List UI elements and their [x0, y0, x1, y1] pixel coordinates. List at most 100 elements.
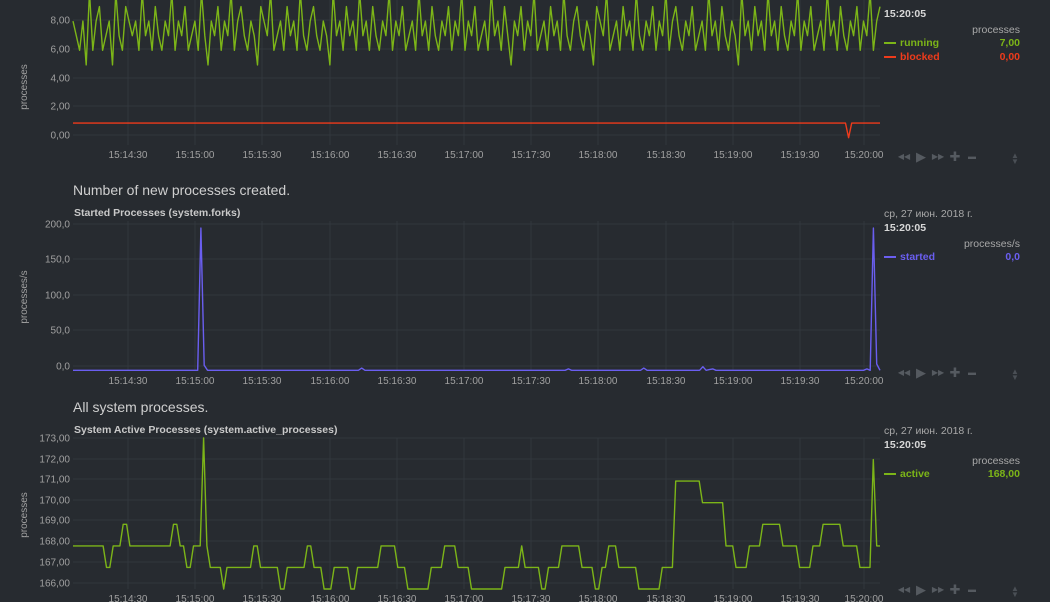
resize-handle[interactable]: ▲ ▼	[1011, 584, 1019, 599]
play-icon[interactable]: ▶	[916, 582, 926, 597]
forks-title: Started Processes (system.forks)	[74, 207, 241, 219]
y-tick-label: 0,0	[56, 362, 70, 373]
legend-time: 15:20:05	[884, 222, 927, 234]
legend-swatch	[884, 256, 896, 258]
fast-forward-icon[interactable]: ▶▶	[931, 368, 945, 377]
x-tick-label: 15:19:00	[714, 376, 753, 387]
zoom-out-icon[interactable]: ▬	[968, 585, 976, 594]
forks-chart-plot[interactable]: 0,0 50,0 100,0 150,0 200,0 15:14:30 15:15:00 15…	[0, 215, 884, 390]
processes-chart-plot[interactable]: 0,00 2,00 4,00 6,00 8,00 15:14:30 15:15:00 15:1…	[0, 0, 884, 175]
active-chart-plot[interactable]: 166,00 167,00 168,00 169,00 170,00 171,00 172,…	[0, 432, 884, 602]
y-axis-label: processes/s	[19, 270, 30, 323]
x-tick-label: 15:16:30	[378, 594, 417, 602]
legend-units: processes	[972, 455, 1020, 467]
x-tick-label: 15:15:30	[243, 594, 282, 602]
legend-time: 15:20:05	[884, 439, 927, 451]
legend-row-active[interactable]: active 168,00	[884, 467, 1020, 481]
forks-toolbar: ◀◀ ▶ ▶▶ ✚ ▬	[897, 365, 979, 380]
y-tick-label: 170,00	[39, 496, 70, 507]
legend-rows: active 168,00	[884, 467, 1020, 481]
resize-handle[interactable]: ▲ ▼	[1011, 151, 1019, 166]
forks-description: Number of new processes created.	[73, 182, 291, 198]
series-line-active	[73, 437, 880, 590]
legend-row-started[interactable]: started 0,0	[884, 250, 1020, 264]
y-tick-label: 4,00	[51, 74, 71, 85]
series-line-running	[72, 0, 881, 66]
x-tick-label: 15:15:30	[243, 376, 282, 387]
legend-series-name: blocked	[900, 51, 940, 63]
legend-series-value: 0,0	[1005, 251, 1020, 263]
y-tick-label: 171,00	[39, 475, 70, 486]
x-tick-label: 15:20:00	[845, 150, 884, 161]
x-tick-label: 15:19:00	[714, 150, 753, 161]
x-tick-label: 15:20:00	[845, 594, 884, 602]
zoom-out-icon[interactable]: ▬	[968, 152, 976, 161]
legend-swatch	[884, 473, 896, 475]
legend-rows: started 0,0	[884, 250, 1020, 264]
active-toolbar: ◀◀ ▶ ▶▶ ✚ ▬	[897, 582, 979, 597]
fast-forward-icon[interactable]: ▶▶	[931, 152, 945, 161]
x-tick-label: 15:17:30	[512, 376, 551, 387]
x-tick-label: 15:18:30	[647, 594, 686, 602]
legend-units: processes	[972, 24, 1020, 36]
x-tick-label: 15:15:00	[176, 376, 215, 387]
play-icon[interactable]: ▶	[916, 149, 926, 164]
processes-legend: 15:20:05 processes running 7,00 blocked 0,0…	[884, 6, 1020, 64]
grid	[73, 437, 880, 589]
x-tick-label: 15:17:30	[512, 150, 551, 161]
x-tick-label: 15:17:30	[512, 594, 551, 602]
rewind-icon[interactable]: ◀◀	[897, 585, 911, 594]
x-tick-label: 15:18:30	[647, 376, 686, 387]
x-tick-label: 15:17:00	[445, 594, 484, 602]
active-legend: ср, 27 июн. 2018 г. 15:20:05 processes a…	[884, 425, 1020, 481]
legend-swatch	[884, 56, 896, 58]
x-tick-label: 15:17:00	[445, 376, 484, 387]
y-axis-label: processes	[19, 64, 30, 110]
legend-series-name: started	[900, 251, 936, 263]
y-tick-label: 168,00	[39, 537, 70, 548]
x-tick-label: 15:16:00	[311, 376, 350, 387]
x-tick-label: 15:17:00	[445, 150, 484, 161]
y-tick-label: 2,00	[51, 102, 71, 113]
y-tick-label: 166,00	[39, 579, 70, 590]
y-tick-label: 167,00	[39, 558, 70, 569]
zoom-out-icon[interactable]: ▬	[968, 368, 976, 377]
legend-series-value: 168,00	[987, 468, 1020, 480]
rewind-icon[interactable]: ◀◀	[897, 152, 911, 161]
x-tick-label: 15:16:00	[311, 150, 350, 161]
resize-handle[interactable]: ▲ ▼	[1011, 367, 1019, 382]
x-tick-label: 15:19:30	[781, 594, 820, 602]
x-tick-label: 15:14:30	[109, 376, 148, 387]
y-tick-label: 8,00	[51, 16, 71, 27]
y-tick-label: 100,0	[45, 291, 70, 302]
legend-row-running[interactable]: running 7,00	[884, 36, 1020, 50]
active-description: All system processes.	[73, 399, 209, 415]
x-tick-label: 15:14:30	[109, 594, 148, 602]
zoom-in-icon[interactable]: ✚	[949, 149, 961, 164]
legend-series-value: 7,00	[999, 37, 1020, 49]
processes-toolbar: ◀◀ ▶ ▶▶ ✚ ▬	[897, 149, 979, 164]
y-axis-label: processes	[19, 492, 30, 538]
x-tick-label: 15:18:00	[579, 150, 618, 161]
series-line-blocked	[73, 122, 880, 139]
legend-series-name: active	[900, 468, 930, 480]
y-tick-label: 172,00	[39, 455, 70, 466]
x-tick-label: 15:16:30	[378, 376, 417, 387]
rewind-icon[interactable]: ◀◀	[897, 368, 911, 377]
x-tick-label: 15:14:30	[109, 150, 148, 161]
zoom-in-icon[interactable]: ✚	[949, 582, 961, 597]
play-icon[interactable]: ▶	[916, 365, 926, 380]
zoom-in-icon[interactable]: ✚	[949, 365, 961, 380]
legend-swatch	[884, 42, 896, 44]
y-tick-label: 169,00	[39, 516, 70, 527]
y-tick-label: 150,0	[45, 255, 70, 266]
x-tick-label: 15:18:30	[647, 150, 686, 161]
x-tick-label: 15:18:00	[579, 376, 618, 387]
forks-legend: ср, 27 июн. 2018 г. 15:20:05 processes/s…	[884, 208, 1020, 264]
x-tick-label: 15:19:30	[781, 376, 820, 387]
legend-row-blocked[interactable]: blocked 0,00	[884, 50, 1020, 64]
x-tick-label: 15:15:00	[176, 150, 215, 161]
fast-forward-icon[interactable]: ▶▶	[931, 585, 945, 594]
legend-units: processes/s	[963, 238, 1020, 250]
series-line-started	[73, 227, 881, 372]
